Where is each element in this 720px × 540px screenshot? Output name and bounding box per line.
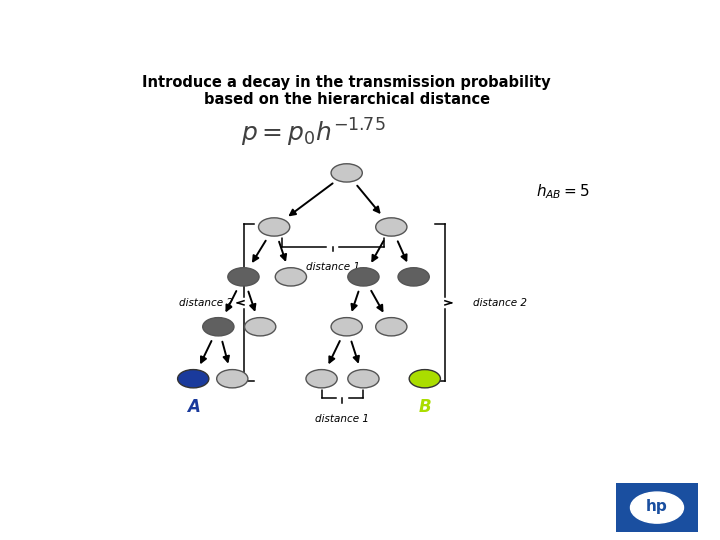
Text: $h_{AB} = 5$: $h_{AB} = 5$ xyxy=(536,183,590,201)
Text: distance 2: distance 2 xyxy=(179,298,233,308)
Ellipse shape xyxy=(348,369,379,388)
Ellipse shape xyxy=(178,369,209,388)
Circle shape xyxy=(631,492,683,523)
Text: distance 2: distance 2 xyxy=(473,298,527,308)
Text: A: A xyxy=(186,399,199,416)
Ellipse shape xyxy=(306,369,337,388)
Ellipse shape xyxy=(228,268,259,286)
Ellipse shape xyxy=(376,318,407,336)
Text: hp: hp xyxy=(646,499,668,514)
Ellipse shape xyxy=(331,318,362,336)
Ellipse shape xyxy=(409,369,441,388)
Ellipse shape xyxy=(245,318,276,336)
Ellipse shape xyxy=(376,218,407,236)
Ellipse shape xyxy=(217,369,248,388)
Ellipse shape xyxy=(203,318,234,336)
Ellipse shape xyxy=(331,164,362,182)
Ellipse shape xyxy=(398,268,429,286)
Text: based on the hierarchical distance: based on the hierarchical distance xyxy=(204,92,490,107)
Text: B: B xyxy=(418,399,431,416)
Ellipse shape xyxy=(348,268,379,286)
Text: $p = p_0 h^{-1.75}$: $p = p_0 h^{-1.75}$ xyxy=(241,117,385,149)
Ellipse shape xyxy=(258,218,289,236)
FancyBboxPatch shape xyxy=(614,482,700,533)
Text: distance 1: distance 1 xyxy=(306,262,360,272)
Ellipse shape xyxy=(275,268,307,286)
Text: Introduce a decay in the transmission probability: Introduce a decay in the transmission pr… xyxy=(143,75,551,90)
Text: distance 1: distance 1 xyxy=(315,414,369,424)
